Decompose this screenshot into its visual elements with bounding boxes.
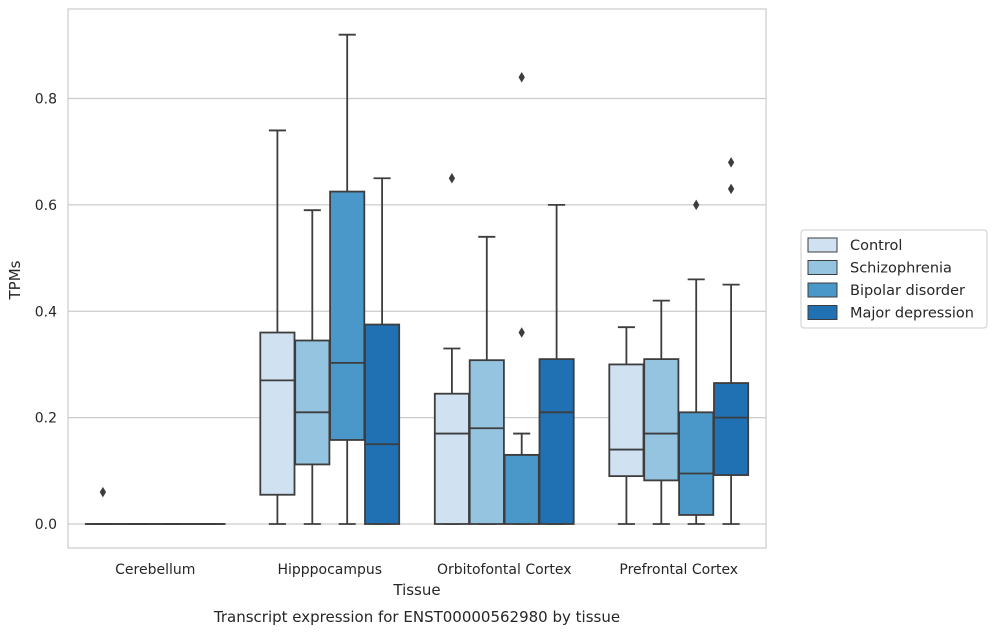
box [643, 299, 680, 525]
box-body [538, 358, 575, 525]
legend-swatch [807, 260, 838, 275]
box [364, 177, 401, 525]
y-tick-label: 0.8 [35, 92, 57, 108]
outlier-point [693, 199, 700, 211]
series-schizophrenia [119, 209, 680, 525]
box [84, 486, 121, 525]
series-bipolar-disorder [154, 33, 715, 525]
box-body [643, 358, 680, 482]
box-body [468, 359, 505, 525]
y-tick-label: 0.4 [35, 304, 57, 320]
box [294, 209, 331, 525]
legend: Control Schizophrenia Bipolar disorder Majo… [800, 229, 988, 329]
legend-swatch [807, 237, 838, 253]
outlier-point [727, 183, 735, 195]
plot-frame [67, 8, 767, 549]
x-tick-labels: Cerebellum Hipppocampus Orbitofontal Corte… [115, 562, 738, 578]
y-tick-label: 0.2 [35, 411, 57, 427]
box-body [364, 323, 401, 525]
legend-label: Control [850, 238, 902, 254]
box-body [608, 363, 645, 478]
x-tick-label: Prefrontal Cortex [619, 562, 738, 578]
box-series [84, 33, 750, 525]
legend-item: Bipolar disorder [807, 282, 965, 299]
y-tick-labels: 0.0 0.2 0.4 0.6 0.8 [35, 92, 57, 534]
box-body [713, 382, 750, 476]
x-axis-label: Tissue [392, 581, 440, 599]
box [678, 199, 715, 525]
legend-label: Major depression [850, 306, 974, 322]
box-body [259, 331, 296, 496]
legend-frame [800, 229, 988, 329]
box [538, 203, 575, 525]
outlier-point [727, 157, 735, 168]
legend-item: Major depression [807, 305, 974, 322]
outlier-point [518, 71, 525, 83]
x-tick-label: Hipppocampus [277, 562, 382, 578]
box-body [678, 411, 715, 516]
box [329, 33, 366, 525]
legend-label: Bipolar disorder [850, 283, 965, 299]
legend-swatch [807, 282, 838, 298]
figure-caption: Transcript expression for ENST0000056298… [213, 608, 620, 626]
series-major-depression [189, 157, 750, 525]
y-tick-label: 0.6 [35, 198, 57, 214]
legend-item: Schizophrenia [807, 260, 952, 277]
y-tick-label: 0.0 [35, 517, 57, 533]
box [503, 71, 540, 525]
box-body [433, 392, 470, 525]
box [468, 235, 505, 525]
x-tick-label: Orbitofontal Cortex [437, 562, 572, 578]
y-axis-label: TPMs [6, 260, 24, 300]
outlier-point [518, 327, 525, 338]
outlier-point [99, 486, 107, 498]
box-body [329, 190, 366, 441]
box [259, 129, 296, 525]
legend-swatch [807, 305, 838, 320]
legend-items: Control Schizophrenia Bipolar disorder Majo… [807, 237, 974, 322]
legend-item: Control [807, 237, 902, 254]
box-body [503, 453, 540, 525]
box-body [294, 339, 331, 466]
outlier-point [448, 173, 456, 184]
box [713, 157, 750, 525]
x-tick-label: Cerebellum [115, 562, 195, 578]
box [433, 173, 470, 525]
box [608, 326, 645, 525]
legend-label: Schizophrenia [850, 261, 952, 277]
